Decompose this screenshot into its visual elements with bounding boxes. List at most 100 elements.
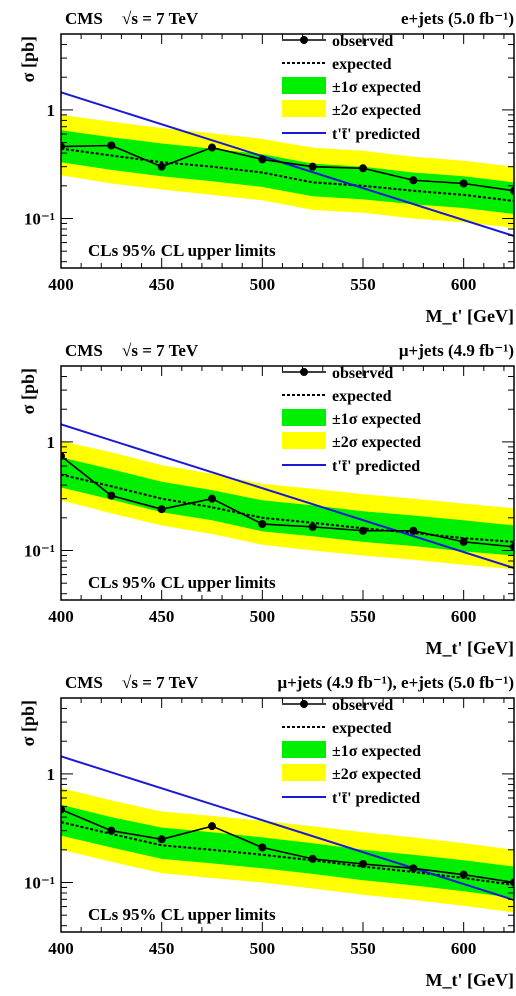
legend-observed-marker	[300, 36, 308, 44]
legend-2sigma-label: ±2σ expected	[332, 434, 421, 451]
limit-plot-mujets: 400 450 500 550 600 1 10⁻¹ CMS √s = 7 TeV μ+jets …	[0, 332, 516, 664]
legend-2sigma-label: ±2σ expected	[332, 102, 421, 119]
legend-2sigma-swatch	[282, 764, 326, 781]
observed-point	[258, 843, 267, 852]
header-experiment: CMS	[65, 341, 103, 360]
header-channel: μ+jets (4.9 fb⁻¹)	[399, 341, 514, 360]
observed-line	[61, 808, 514, 884]
observed-point	[409, 526, 418, 535]
x-axis-label: M_t' [GeV]	[426, 970, 514, 990]
legend-2sigma-swatch	[282, 432, 326, 449]
plot-frame	[60, 33, 515, 269]
band-1sigma	[61, 804, 514, 898]
x-tick-label: 450	[149, 939, 175, 958]
observed-point	[157, 835, 166, 844]
observed-point	[208, 143, 216, 152]
observed-point	[459, 870, 468, 879]
chart-svg: 400 450 500 550 600 1 10⁻¹ CMS √s = 7 TeV μ+jets …	[18, 341, 515, 658]
observed-point	[107, 491, 116, 500]
cls-annotation: CLs 95% CL upper limits	[88, 241, 276, 260]
observed-point	[510, 186, 514, 195]
observed-point	[359, 526, 367, 535]
x-tick-label: 600	[451, 607, 477, 626]
legend-observed-label: observed	[332, 33, 393, 50]
legend-observed-label: observed	[332, 697, 393, 714]
legend-expected-label: expected	[332, 388, 392, 405]
x-tick-label: 450	[149, 607, 175, 626]
y-tick-label: 1	[47, 433, 56, 452]
predicted-line	[61, 423, 514, 569]
y-axis-label: σ [pb]	[18, 368, 38, 414]
observed-point	[157, 162, 166, 171]
legend-1sigma-swatch	[282, 741, 326, 758]
chart-svg: 400 450 500 550 600 1 10⁻¹ CMS √s = 7 TeV μ+jets …	[18, 673, 515, 990]
observed-point	[308, 854, 317, 863]
observed-point	[409, 864, 418, 873]
limit-plot-combined: 400 450 500 550 600 1 10⁻¹ CMS √s = 7 TeV μ+jets …	[0, 664, 516, 996]
header-channel: μ+jets (4.9 fb⁻¹), e+jets (5.0 fb⁻¹)	[277, 673, 514, 692]
x-tick-label: 400	[48, 607, 74, 626]
observed-point	[258, 520, 267, 529]
observed-point	[409, 176, 418, 185]
cls-annotation: CLs 95% CL upper limits	[88, 905, 276, 924]
limit-plot-ejets: 400 450 500 550 600 1 10⁻¹ CMS √s = 7 TeV e+jets …	[0, 0, 516, 332]
observed-line	[61, 144, 514, 192]
observed-point	[61, 805, 65, 814]
observed-point	[510, 542, 514, 551]
observed-point	[61, 142, 65, 151]
header-experiment: CMS	[65, 673, 103, 692]
predicted-line	[61, 755, 514, 901]
observed-point	[308, 522, 317, 531]
chart-svg: 400 450 500 550 600 1 10⁻¹ CMS √s = 7 TeV e+jets …	[18, 9, 515, 326]
x-tick-label: 500	[250, 607, 276, 626]
legend-predicted-label: t't̄' predicted	[332, 790, 420, 807]
header-energy: √s = 7 TeV	[122, 9, 199, 28]
header-channel: e+jets (5.0 fb⁻¹)	[401, 9, 514, 28]
plot-frame	[60, 697, 515, 933]
y-tick-label: 1	[47, 101, 56, 120]
observed-point	[359, 164, 367, 173]
observed-point	[208, 822, 216, 831]
legend-1sigma-label: ±1σ expected	[332, 411, 421, 428]
x-tick-label: 400	[48, 939, 74, 958]
y-tick-label: 10⁻¹	[24, 873, 55, 892]
observed-point	[359, 860, 367, 869]
plot-area	[61, 755, 514, 913]
y-tick-label: 10⁻¹	[24, 541, 55, 560]
cls-annotation: CLs 95% CL upper limits	[88, 573, 276, 592]
y-tick-label: 1	[47, 765, 56, 784]
plot-area	[61, 423, 514, 570]
legend-expected-label: expected	[332, 56, 392, 73]
x-axis-label: M_t' [GeV]	[426, 638, 514, 658]
header-experiment: CMS	[65, 9, 103, 28]
observed-point	[208, 494, 216, 503]
legend-predicted-label: t't̄' predicted	[332, 458, 420, 475]
x-tick-label: 600	[451, 939, 477, 958]
legend-expected-label: expected	[332, 720, 392, 737]
x-tick-label: 400	[48, 275, 74, 294]
x-tick-label: 450	[149, 275, 175, 294]
plot-frame	[60, 365, 515, 601]
legend-1sigma-label: ±1σ expected	[332, 743, 421, 760]
predicted-line	[61, 91, 514, 237]
x-tick-label: 600	[451, 275, 477, 294]
observed-point	[459, 179, 468, 188]
observed-point	[459, 537, 468, 546]
legend-2sigma-label: ±2σ expected	[332, 766, 421, 783]
y-axis-label: σ [pb]	[18, 36, 38, 82]
plot-area	[61, 91, 514, 237]
header-energy: √s = 7 TeV	[122, 673, 199, 692]
legend-observed-label: observed	[332, 365, 393, 382]
legend-2sigma-swatch	[282, 100, 326, 117]
x-tick-label: 550	[350, 939, 376, 958]
x-tick-label: 500	[250, 939, 276, 958]
observed-line	[61, 455, 514, 548]
observed-point	[61, 452, 65, 461]
observed-point	[157, 505, 166, 514]
x-axis-label: M_t' [GeV]	[426, 306, 514, 326]
expected-line	[61, 821, 514, 886]
observed-point	[107, 141, 116, 150]
legend-1sigma-swatch	[282, 409, 326, 426]
y-tick-label: 10⁻¹	[24, 209, 55, 228]
expected-line	[61, 473, 514, 543]
